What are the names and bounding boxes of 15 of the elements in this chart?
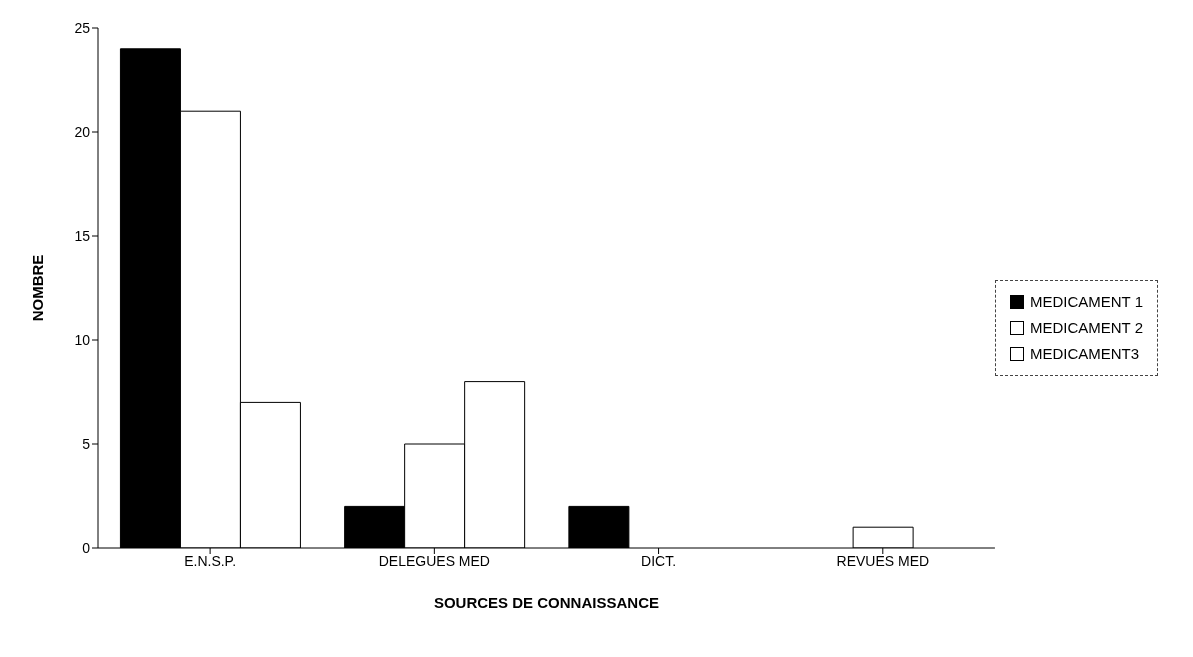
- x-axis-title: SOURCES DE CONNAISSANCE: [433, 594, 659, 611]
- x-tick-label: DICT.: [641, 552, 677, 569]
- y-tick-label: 10: [74, 331, 91, 348]
- y-axis-title: NOMBRE: [29, 254, 47, 322]
- y-tick-label: 20: [74, 123, 91, 140]
- y-tick-label: 15: [74, 227, 91, 244]
- legend-label: MEDICAMENT3: [1029, 344, 1140, 364]
- legend-label: MEDICAMENT 2: [1029, 318, 1143, 338]
- x-tick-label: DELEGUES MED: [378, 552, 490, 569]
- x-tick-label: E.N.S.P.: [184, 552, 237, 569]
- x-tick-label: REVUES MED: [836, 552, 930, 569]
- y-tick-label: 5: [82, 435, 91, 452]
- y-tick-label: 0: [82, 539, 91, 556]
- legend-label: MEDICAMENT 1: [1029, 292, 1143, 312]
- y-tick-label: 25: [74, 19, 91, 36]
